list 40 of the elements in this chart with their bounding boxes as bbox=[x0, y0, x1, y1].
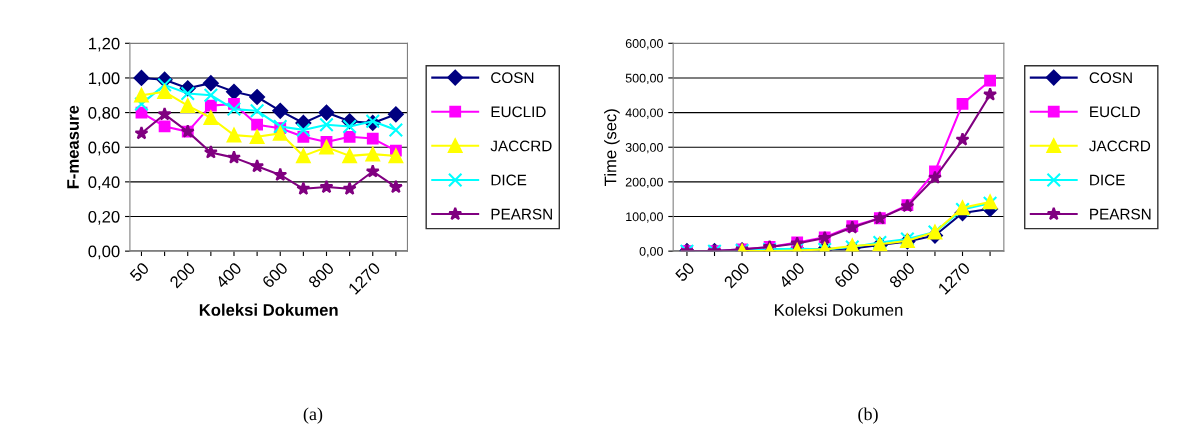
y-tick-label: 0,00 bbox=[88, 245, 120, 260]
x-axis-title: Koleksi Dokumen bbox=[775, 303, 903, 316]
y-tick-label: 0,00 bbox=[639, 246, 663, 258]
legend-label: EUCLID bbox=[491, 106, 546, 118]
legend-label: COSN bbox=[1089, 72, 1132, 84]
x-tick-label: 200 bbox=[723, 261, 751, 289]
x-tick-label: 50 bbox=[129, 261, 150, 283]
legend-label: DICE bbox=[491, 174, 527, 186]
x-tick-label: 600 bbox=[261, 261, 289, 289]
y-tick-label: 300,00 bbox=[625, 143, 663, 154]
x-tick-label: 400 bbox=[214, 261, 243, 289]
x-axis-title: Koleksi Dokumen bbox=[199, 303, 338, 316]
y-tick-label: 0,60 bbox=[88, 141, 120, 156]
y-tick-label: 600,00 bbox=[625, 39, 663, 50]
y-tick-label: 0,40 bbox=[88, 176, 120, 191]
text: (a) bbox=[303, 407, 323, 424]
y-axis-title: Time (sec) bbox=[604, 109, 620, 186]
legend-label: JACCRD bbox=[490, 140, 552, 152]
y-tick-label: 200,00 bbox=[625, 177, 663, 188]
x-tick-label: 50 bbox=[674, 261, 696, 283]
x-tick-label: 200 bbox=[168, 261, 196, 289]
x-tick-label: 800 bbox=[307, 261, 335, 289]
y-tick-label: 1,00 bbox=[89, 72, 120, 87]
y-tick-label: 100,00 bbox=[626, 212, 663, 223]
y-tick-label: 0,80 bbox=[88, 106, 120, 121]
legend-label: PEARSN bbox=[491, 208, 552, 220]
y-tick-label: 0,20 bbox=[88, 210, 120, 225]
legend-label: COSN bbox=[491, 72, 534, 84]
y-tick-label: 500,00 bbox=[625, 73, 663, 85]
legend-label: DICE bbox=[1090, 174, 1125, 186]
y-axis-title: F-measure bbox=[67, 105, 79, 189]
legend-label: EUCLD bbox=[1090, 106, 1140, 118]
y-tick-label: 1,20 bbox=[89, 37, 120, 52]
legend-label: JACCRD bbox=[1089, 140, 1151, 152]
text: (b) bbox=[858, 407, 878, 424]
x-tick-label: 800 bbox=[888, 261, 916, 289]
legend-label: PEARSN bbox=[1090, 208, 1151, 220]
y-tick-label: 400,00 bbox=[625, 108, 663, 119]
x-tick-label: 400 bbox=[778, 261, 806, 289]
x-tick-label: 600 bbox=[833, 261, 861, 289]
